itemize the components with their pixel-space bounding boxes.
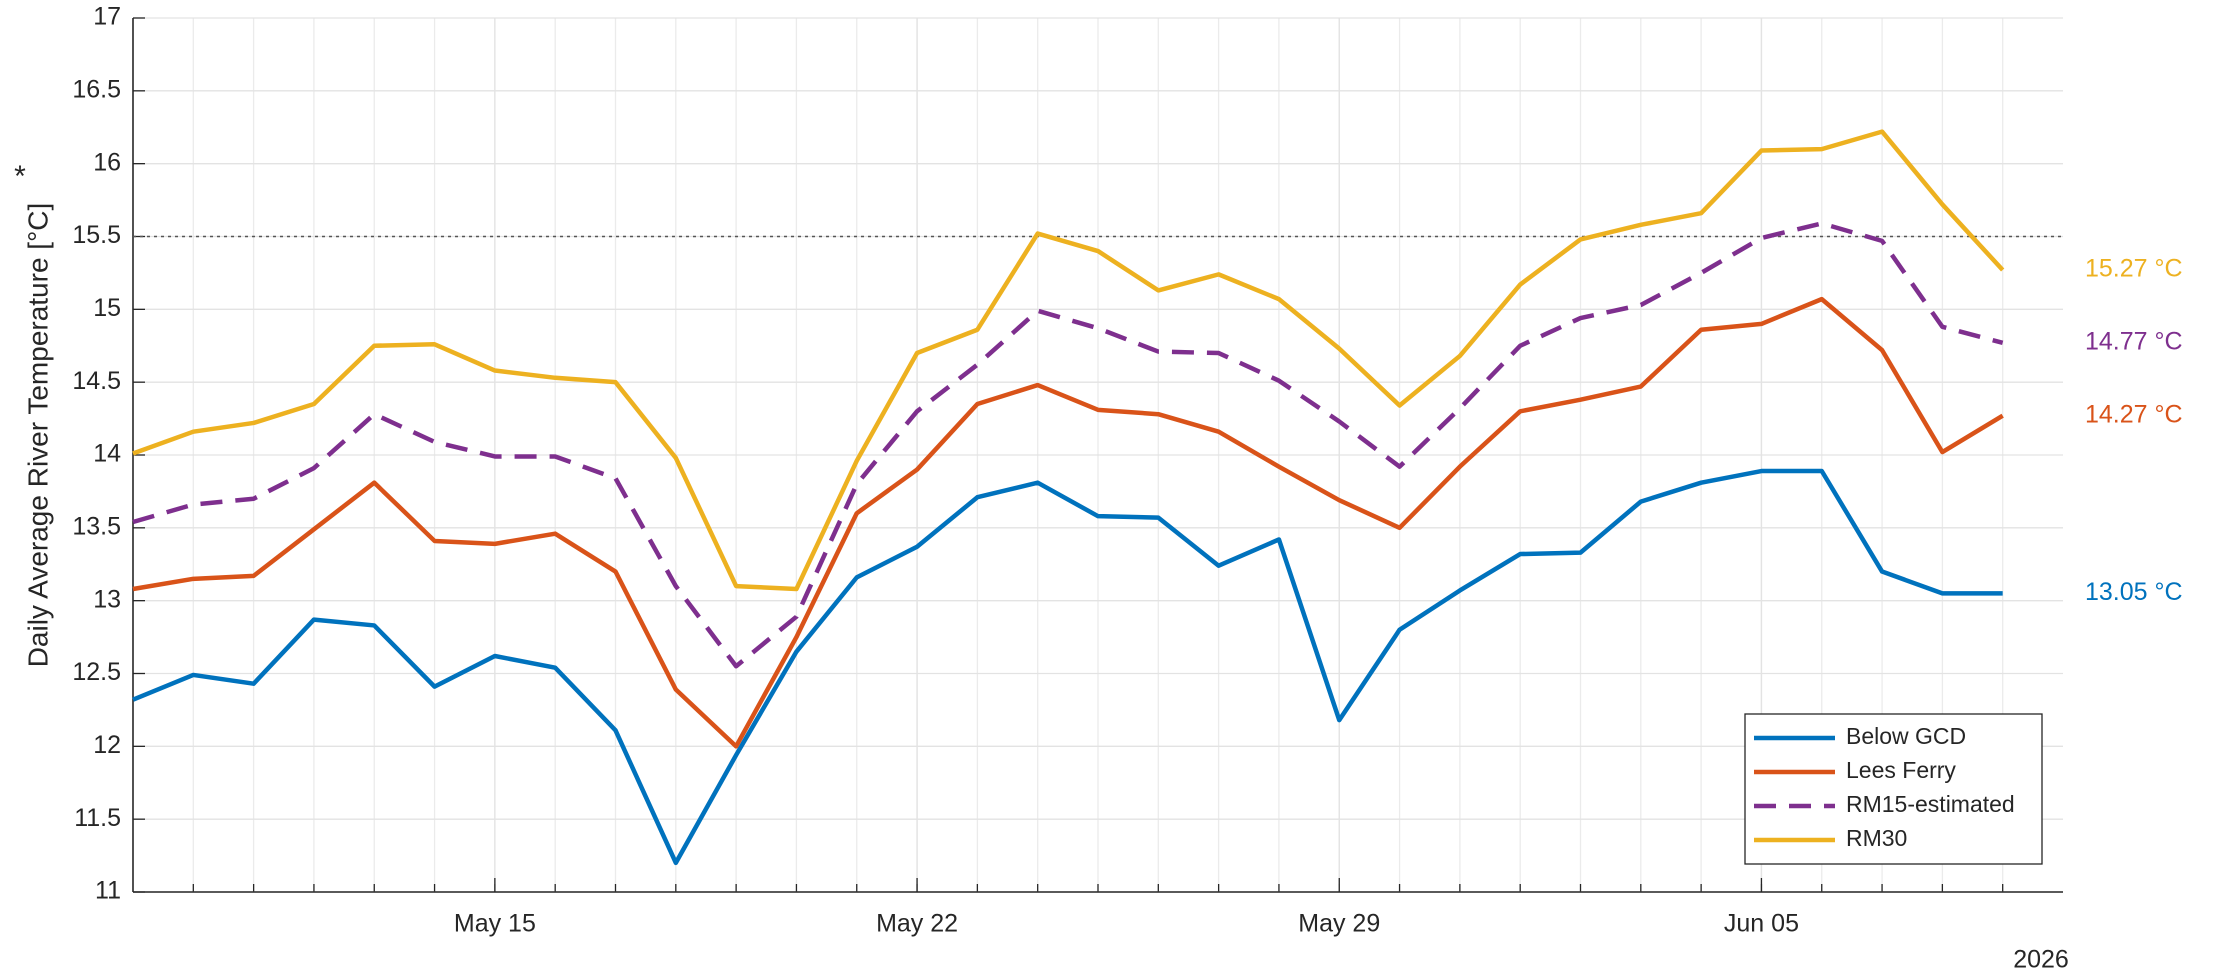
legend-label: Lees Ferry (1846, 757, 1956, 783)
x-year-label: 2026 (2013, 946, 2069, 974)
y-tick-label: 15.5 (72, 221, 121, 249)
y-tick-label: 13 (93, 585, 121, 613)
y-tick-label: 11.5 (74, 804, 121, 832)
y-tick-label: 11 (95, 877, 121, 905)
end-label: 14.27 °C (2085, 400, 2183, 428)
y-tick-label: 16 (93, 148, 121, 176)
y-tick-label: 14 (93, 440, 121, 468)
x-tick-label: May 22 (876, 910, 958, 938)
y-tick-label: 12.5 (72, 658, 121, 686)
end-label: 13.05 °C (2085, 578, 2183, 606)
series-line (132, 129, 2005, 592)
y-tick-label: 12 (93, 731, 121, 759)
x-tick-label: May 29 (1298, 910, 1380, 938)
x-tick-label: May 15 (454, 910, 536, 938)
end-label: 15.27 °C (2085, 255, 2183, 283)
y-tick-label: 17 (93, 3, 121, 31)
legend-label: RM30 (1846, 825, 1907, 851)
y-tick-label: 13.5 (72, 512, 121, 540)
y-tick-label: 15 (93, 294, 121, 322)
x-tick-label: Jun 05 (1724, 910, 1799, 938)
legend-label: Below GCD (1846, 723, 1966, 749)
series-line (132, 468, 2003, 866)
y-tick-label: 14.5 (72, 367, 121, 395)
y-axis-label: Daily Average River Temperature [°C] (22, 203, 53, 668)
series-line (132, 296, 2004, 749)
legend-label: RM15-estimated (1846, 791, 2015, 817)
y-tick-label: 16.5 (72, 75, 121, 103)
y-label-note: * (14, 160, 26, 193)
end-label: 14.77 °C (2085, 327, 2183, 355)
